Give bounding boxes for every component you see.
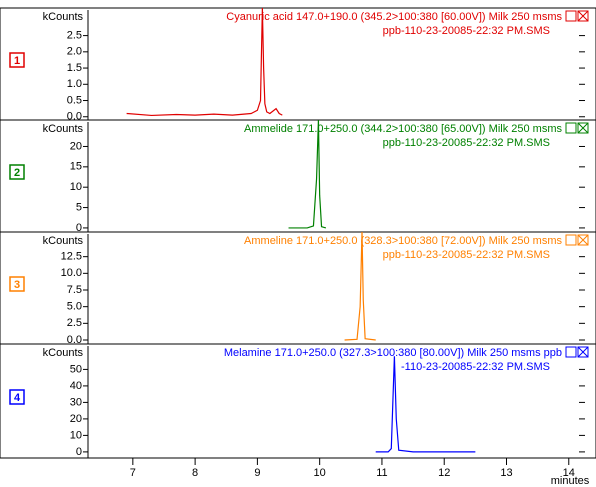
y-tick-label: 5 (76, 201, 82, 213)
title-line-2: ppb-110-23-20085-22:32 PM.SMS (383, 137, 550, 149)
x-tick-label: 9 (254, 467, 260, 479)
title-line-2: ppb-110-23-20085-22:32 PM.SMS (383, 25, 550, 37)
y-tick-label: 5.0 (67, 301, 82, 313)
restore-icon (565, 346, 577, 358)
y-tick-label: 2.0 (67, 46, 82, 58)
y-tick-label: 0.0 (67, 111, 82, 123)
y-tick-label: 1.5 (67, 62, 82, 74)
plot (344, 232, 376, 341)
restore-icon (565, 122, 577, 134)
title-line-1: Cyanuric acid 147.0+190.0 (345.2>100:380… (226, 11, 562, 23)
y-tick-label: 30 (70, 396, 82, 408)
y-tick-label: 0.5 (67, 94, 82, 106)
title-line-2: ppb-110-23-20085-22:32 PM.SMS (383, 249, 550, 261)
panel: 0.0 0.5 1.0 1.5 2.0 2.5 kCounts 1 Cyanuric acid … (0, 7, 596, 123)
y-tick-label: 2.5 (67, 317, 82, 329)
y-tick-label: 0.0 (67, 334, 82, 346)
y-tick-label: 20 (70, 140, 82, 152)
x-tick-label: 7 (130, 467, 136, 479)
x-tick-label: 10 (314, 467, 326, 479)
title-line-2: -110-23-20085-22:32 PM.SMS (401, 361, 550, 373)
panel-number: 3 (14, 279, 20, 291)
y-tick-label: 12.5 (61, 251, 82, 263)
y-tick-label: 2.5 (67, 30, 82, 42)
y-axis-label: kCounts (43, 347, 84, 359)
panel-badge (9, 389, 25, 405)
y-tick-label: 15 (70, 161, 82, 173)
panel: 0 10 20 30 40 50 kCounts 4 Melamine 171.0+250.0 … (0, 343, 596, 487)
panel-number: 4 (14, 392, 21, 404)
title-line-1: Melamine 171.0+250.0 (327.3>100:380 [80.… (224, 347, 562, 359)
x-tick-label: 12 (438, 467, 450, 479)
y-tick-label: 10 (70, 181, 82, 193)
restore-icon (565, 10, 577, 22)
y-tick-label: 20 (70, 413, 82, 425)
close-cross (577, 10, 589, 22)
y-tick-label: 50 (70, 363, 82, 375)
panel: 0 5 10 15 20 kCounts 2 Ammelide 171.0+250.0 (34… (0, 119, 596, 234)
plot (126, 8, 283, 117)
y-axis-label: kCounts (43, 235, 84, 247)
restore-icon (565, 234, 577, 246)
x-tick-label: 14 (563, 467, 575, 479)
trace (126, 8, 283, 117)
panel-number: 1 (14, 55, 20, 67)
title-line-1: Ammelide 171.0+250.0 (344.2>100:380 [65.… (244, 123, 562, 135)
close-cross (577, 122, 589, 134)
plot (288, 120, 327, 229)
x-tick-label: 11 (376, 467, 387, 479)
y-tick-label: 1.0 (67, 78, 82, 90)
x-tick-label: 13 (500, 467, 512, 479)
y-axis-label: kCounts (43, 123, 84, 135)
y-axis-label: kCounts (43, 11, 84, 23)
trace (288, 120, 327, 229)
trace (375, 356, 476, 453)
plot (375, 356, 476, 453)
panel-badge (9, 52, 25, 68)
x-axis-label: minutes (551, 475, 590, 487)
panel-badge (9, 164, 25, 180)
close-cross (577, 234, 589, 246)
panel: 0.0 2.5 5.0 7.5 10.0 12.5 kCounts 3 Ammeline 171… (0, 231, 596, 346)
y-tick-label: 10 (70, 429, 82, 441)
x-tick-label: 8 (192, 467, 198, 479)
y-tick-label: 0 (76, 222, 82, 234)
panel-badge (9, 276, 25, 292)
y-tick-label: 40 (70, 380, 82, 392)
close-cross (577, 346, 589, 358)
title-line-1: Ammeline 171.0+250.0 (328.3>100:380 [72.… (244, 235, 562, 247)
trace (344, 232, 376, 341)
panel-number: 2 (14, 167, 20, 179)
y-tick-label: 10.0 (61, 267, 82, 279)
y-tick-label: 7.5 (67, 284, 82, 296)
y-tick-label: 0 (76, 446, 82, 458)
